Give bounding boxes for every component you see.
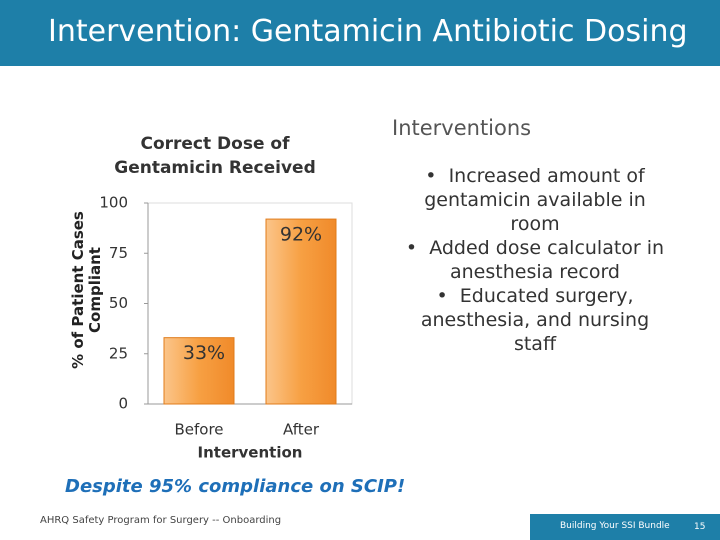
callout: Despite 95% compliance on SCIP! xyxy=(65,476,406,497)
bullet-list: Increased amount of gentamicin available… xyxy=(400,164,670,356)
bullet: Increased amount of gentamicin available… xyxy=(400,164,670,236)
value-label: 92% xyxy=(280,224,322,246)
page-number: 15 xyxy=(694,522,706,532)
value-label: 33% xyxy=(183,342,225,364)
header-bar xyxy=(0,0,720,66)
y-tick-label: 100 xyxy=(99,194,128,212)
bar xyxy=(163,337,235,405)
bar xyxy=(265,218,337,405)
chart-title: Correct Dose of Gentamicin Received xyxy=(114,134,316,178)
x-axis-label: Intervention xyxy=(198,444,303,462)
bullet: Added dose calculator in anesthesia reco… xyxy=(400,236,670,284)
y-tick-label: 25 xyxy=(109,344,128,362)
y-tick-label: 50 xyxy=(109,294,128,312)
slide-title: Intervention: Gentamicin Antibiotic Dosi… xyxy=(48,14,688,49)
heading: Interventions xyxy=(392,116,532,140)
footer-bar xyxy=(530,514,720,540)
footer-right: Building Your SSI Bundle xyxy=(560,521,670,531)
footer-left: AHRQ Safety Program for Surgery -- Onboa… xyxy=(40,515,282,526)
x-tick-label: After xyxy=(283,421,320,439)
y-tick-label: 0 xyxy=(118,395,128,413)
y-tick-label: 75 xyxy=(109,244,128,262)
x-tick-label: Before xyxy=(174,421,223,439)
bullet: Educated surgery, anesthesia, and nursin… xyxy=(400,284,670,356)
